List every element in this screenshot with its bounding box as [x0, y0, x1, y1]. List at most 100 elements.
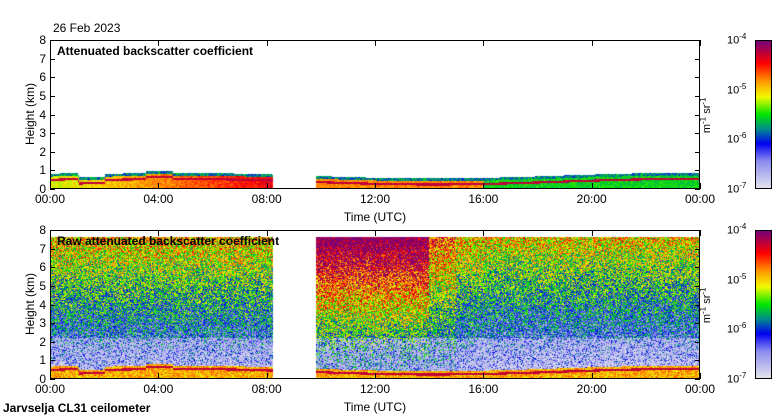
- y-tick-label: 4: [39, 107, 46, 122]
- x-tick: [591, 183, 593, 189]
- y-tick: [50, 341, 55, 343]
- y-tick: [50, 304, 55, 306]
- y-tick: [50, 189, 55, 190]
- x-tick: [50, 40, 51, 46]
- y-tick: [50, 230, 55, 231]
- x-tick-label: 00:00: [684, 192, 716, 206]
- x-tick: [483, 40, 485, 46]
- y-tick: [695, 133, 700, 135]
- y-tick: [695, 170, 700, 172]
- x-axis-label: Time (UTC): [343, 210, 407, 224]
- y-tick-label: 2: [39, 144, 46, 159]
- x-tick-label: 04:00: [143, 192, 174, 206]
- colorbar-tick-label: 10-5: [727, 271, 747, 287]
- x-tick: [266, 373, 268, 379]
- y-tick: [695, 304, 700, 306]
- colorbar-label: m-1 sr-1: [698, 287, 714, 324]
- panel-title: Raw attenuated backscatter coefficient: [57, 234, 280, 248]
- panel-title: Attenuated backscatter coefficient: [57, 44, 254, 58]
- colorbar-tick-label: 10-6: [727, 321, 747, 336]
- x-tick: [50, 230, 51, 236]
- y-tick: [695, 95, 700, 97]
- backscatter-heatmap: [51, 41, 699, 188]
- x-tick-label: 08:00: [251, 382, 282, 396]
- y-tick: [695, 189, 700, 190]
- colorbar: [755, 230, 772, 379]
- x-tick-label: 12:00: [359, 192, 391, 206]
- colorbar-tick-label: 10-4: [727, 222, 747, 237]
- y-tick: [695, 341, 700, 343]
- colorbar-tick-label: 10-6: [727, 131, 747, 146]
- x-tick: [591, 373, 593, 379]
- y-tick-label: 3: [39, 316, 46, 331]
- x-tick-label: 00:00: [684, 382, 716, 396]
- y-tick-label: 2: [39, 334, 46, 349]
- x-tick: [591, 40, 593, 46]
- colorbar-label: m-1 sr-1: [698, 97, 714, 134]
- x-tick: [700, 230, 701, 236]
- x-tick-label: 00:00: [34, 192, 66, 206]
- colorbar: [755, 40, 772, 189]
- y-tick-label: 4: [39, 297, 46, 312]
- y-tick-label: 1: [39, 163, 46, 178]
- y-tick: [695, 114, 700, 116]
- colorbar-tick-label: 10-4: [727, 32, 747, 47]
- x-tick: [158, 230, 160, 236]
- y-axis-label: Height (km): [23, 273, 37, 336]
- x-tick-label: 04:00: [143, 382, 174, 396]
- plot-area: Attenuated backscatter coefficient: [50, 40, 700, 189]
- y-tick-label: 7: [39, 241, 46, 256]
- x-tick: [266, 40, 268, 46]
- y-tick: [50, 267, 55, 269]
- y-tick: [50, 77, 55, 79]
- y-tick: [50, 40, 55, 41]
- x-tick-label: 16:00: [468, 382, 499, 396]
- y-tick: [50, 114, 55, 116]
- x-tick-label: 20:00: [576, 192, 607, 206]
- y-tick: [695, 151, 700, 153]
- x-tick: [700, 373, 701, 379]
- x-tick-label: 12:00: [359, 382, 391, 396]
- x-tick: [50, 373, 51, 379]
- x-tick: [375, 40, 376, 46]
- x-tick-label: 00:00: [34, 382, 66, 396]
- x-tick-label: 08:00: [251, 192, 282, 206]
- y-tick-label: 0: [39, 372, 46, 386]
- footer-instrument: Jarvselja CL31 ceilometer: [3, 401, 151, 415]
- y-tick-label: 3: [39, 126, 46, 141]
- date-label: 26 Feb 2023: [53, 21, 121, 35]
- y-tick: [695, 230, 700, 231]
- y-tick: [695, 248, 700, 250]
- plot-area: Raw attenuated backscatter coefficient: [50, 230, 700, 379]
- x-tick-label: 16:00: [468, 192, 499, 206]
- y-tick-label: 6: [39, 70, 46, 85]
- x-tick: [158, 373, 160, 379]
- y-tick-label: 1: [39, 353, 46, 368]
- x-axis-label: Time (UTC): [343, 400, 407, 414]
- x-tick: [50, 183, 51, 189]
- y-tick: [695, 267, 700, 269]
- y-tick: [50, 360, 55, 362]
- y-tick: [695, 360, 700, 362]
- x-tick: [375, 183, 376, 189]
- y-tick: [50, 133, 55, 135]
- x-tick: [266, 230, 268, 236]
- y-tick: [50, 95, 55, 97]
- x-tick: [375, 373, 376, 379]
- y-tick-label: 8: [39, 33, 46, 47]
- y-tick-label: 8: [39, 223, 46, 237]
- x-tick-label: 20:00: [576, 382, 607, 396]
- y-tick-label: 6: [39, 260, 46, 275]
- y-tick: [695, 40, 700, 41]
- y-axis-label: Height (km): [23, 83, 37, 146]
- y-tick: [50, 248, 55, 250]
- y-tick: [50, 323, 55, 325]
- y-tick: [695, 58, 700, 60]
- x-tick: [483, 373, 485, 379]
- y-tick: [50, 151, 55, 153]
- y-tick-label: 7: [39, 51, 46, 66]
- y-tick: [695, 285, 700, 287]
- x-tick: [483, 230, 485, 236]
- x-tick: [266, 183, 268, 189]
- x-tick: [483, 183, 485, 189]
